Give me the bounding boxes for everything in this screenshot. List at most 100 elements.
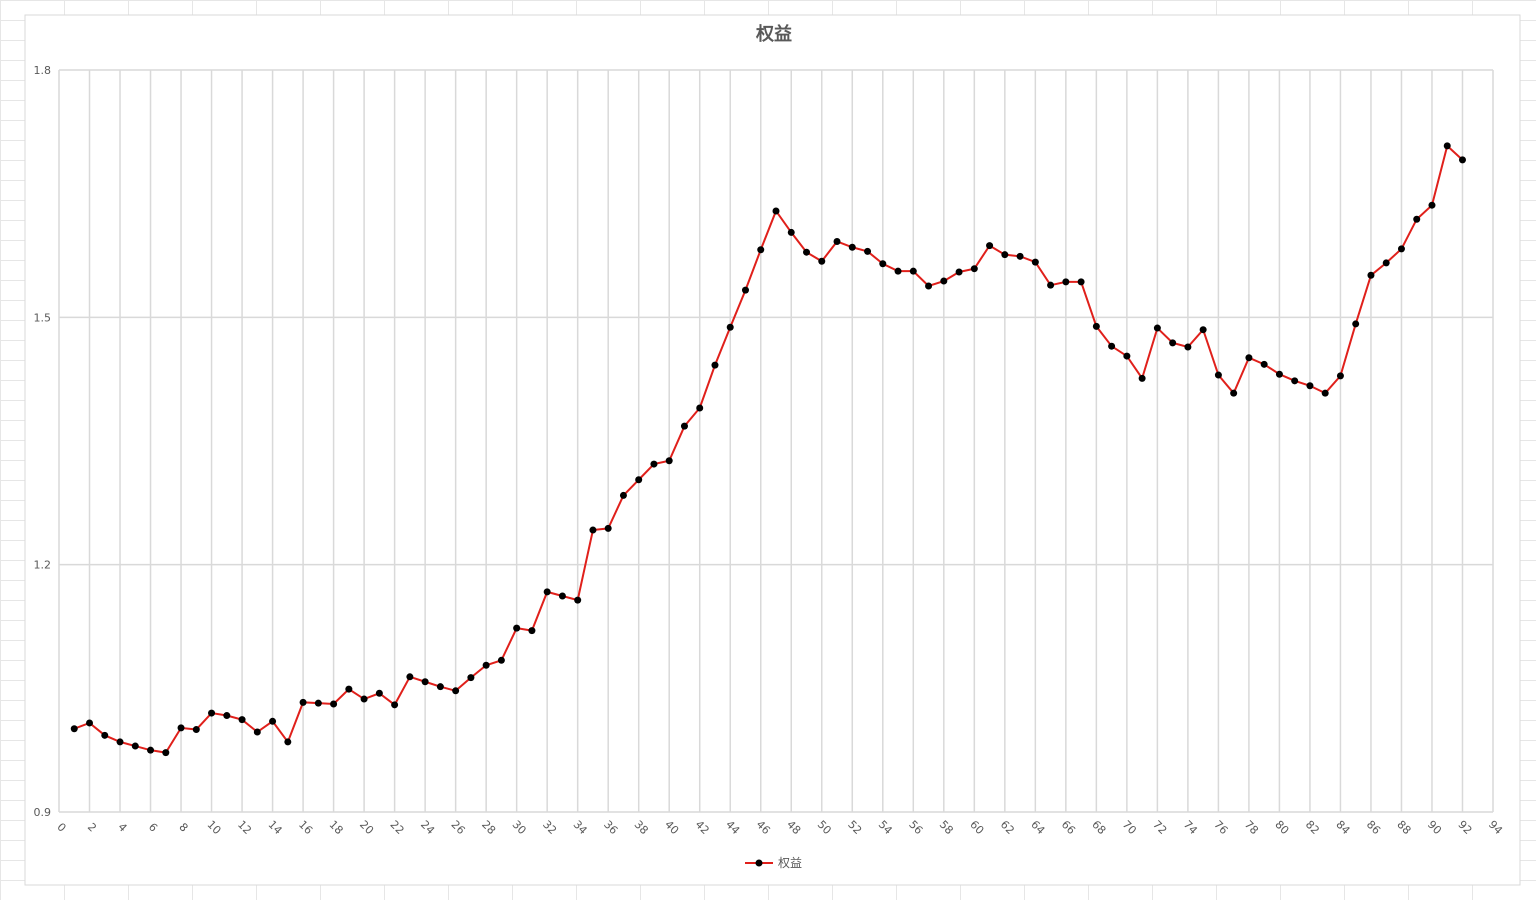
data-point (314, 699, 322, 707)
data-point (131, 742, 139, 750)
data-point (436, 683, 444, 691)
data-point (741, 286, 749, 294)
data-point (925, 282, 933, 290)
data-point (1169, 339, 1177, 347)
data-point (650, 460, 658, 468)
y-tick-label: 1.8 (34, 64, 52, 77)
data-point (452, 687, 460, 695)
legend-label: 权益 (778, 856, 802, 870)
data-point (70, 725, 78, 733)
data-point (1321, 389, 1329, 397)
data-point (1291, 377, 1299, 385)
data-point (848, 243, 856, 251)
data-point (970, 265, 978, 273)
data-point (1428, 201, 1436, 209)
data-point (284, 738, 292, 746)
data-point (787, 228, 795, 236)
y-tick-label: 0.9 (34, 806, 52, 819)
data-point (497, 656, 505, 664)
data-point (803, 248, 811, 256)
data-point (116, 738, 124, 746)
data-point (696, 404, 704, 412)
data-point (589, 526, 597, 534)
data-point (1458, 156, 1466, 164)
data-point (619, 491, 627, 499)
data-point (192, 726, 200, 734)
data-point (864, 247, 872, 255)
data-point (1123, 352, 1131, 360)
data-point (1275, 370, 1283, 378)
data-point (757, 246, 765, 254)
data-point (1413, 215, 1421, 223)
data-point (604, 524, 612, 532)
data-point (1352, 320, 1360, 328)
y-tick-label: 1.2 (34, 559, 52, 572)
data-point (909, 267, 917, 275)
data-point (665, 457, 673, 465)
data-point (528, 627, 536, 635)
data-point (208, 709, 216, 717)
data-point (680, 422, 688, 430)
data-point (574, 596, 582, 604)
data-point (253, 728, 261, 736)
data-point (1199, 326, 1207, 334)
data-point (894, 267, 902, 275)
data-point (421, 678, 429, 686)
data-point (1092, 322, 1100, 330)
data-point (391, 701, 399, 709)
data-point (406, 673, 414, 681)
data-point (1062, 278, 1070, 286)
data-point (1138, 374, 1146, 382)
data-point (147, 746, 155, 754)
data-point (833, 237, 841, 245)
data-point (1443, 142, 1451, 150)
data-point (269, 717, 277, 725)
data-point (1077, 278, 1085, 286)
data-point (543, 588, 551, 596)
y-tick-label: 1.5 (34, 311, 52, 324)
data-point (1382, 259, 1390, 267)
data-point (1214, 371, 1222, 379)
data-point (711, 361, 719, 369)
data-point (513, 624, 521, 632)
data-point (879, 260, 887, 268)
data-point (1230, 389, 1238, 397)
data-point (177, 724, 185, 732)
data-point (635, 476, 643, 484)
data-point (1245, 354, 1253, 362)
data-point (772, 207, 780, 215)
chart-area (24, 14, 1521, 886)
data-point (223, 712, 231, 720)
data-point (238, 716, 246, 724)
data-point (1047, 281, 1055, 289)
data-point (1367, 271, 1375, 279)
data-point (1397, 245, 1405, 253)
data-point (86, 719, 94, 727)
data-point (1031, 258, 1039, 266)
chart-title: 权益 (755, 23, 792, 45)
data-point (1184, 343, 1192, 351)
data-point (1260, 360, 1268, 368)
data-point (726, 323, 734, 331)
data-point (1016, 252, 1024, 260)
data-point (1001, 251, 1009, 259)
data-point (482, 661, 490, 669)
data-point (986, 242, 994, 250)
data-point (818, 257, 826, 265)
data-point (375, 689, 383, 697)
data-point (940, 277, 948, 285)
data-point (558, 592, 566, 600)
data-point (162, 749, 170, 757)
data-point (101, 731, 109, 739)
data-point (299, 698, 307, 706)
data-point (360, 695, 368, 703)
data-point (345, 685, 353, 693)
data-point (955, 268, 963, 276)
data-point (467, 674, 475, 682)
legend-marker (755, 859, 763, 867)
data-point (1306, 382, 1314, 390)
data-point (1336, 372, 1344, 380)
data-point (1153, 324, 1161, 332)
